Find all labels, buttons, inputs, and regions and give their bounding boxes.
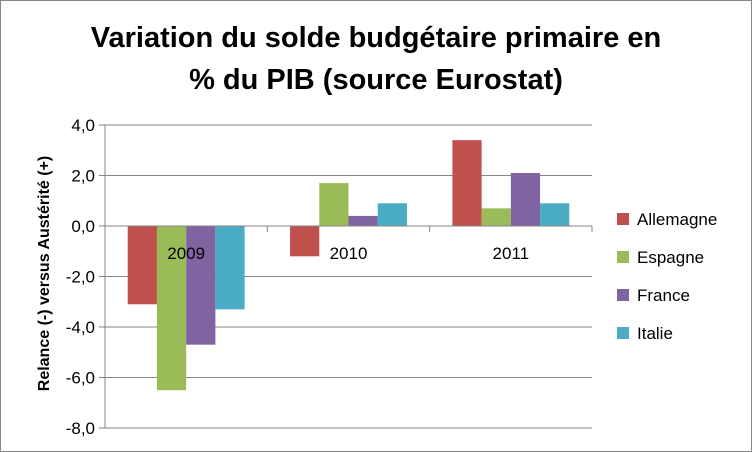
legend-label-france: France [637, 286, 690, 305]
legend-swatch-espagne [617, 251, 629, 263]
axes [99, 124, 593, 429]
x-category-label: 2011 [493, 244, 530, 263]
y-tick-label: -2,0 [66, 268, 95, 287]
legend-swatch-france [617, 289, 629, 301]
y-tick-label: 2,0 [71, 167, 95, 186]
bar-france-2009 [186, 226, 216, 345]
bar-france-2010 [348, 215, 378, 226]
bar-italie-2010 [377, 203, 407, 226]
legend: Allemagne Espagne France Italie [617, 210, 717, 343]
bar-france-2011 [510, 172, 541, 226]
y-tick-label: -8,0 [66, 419, 95, 438]
bar-allemagne-2011 [452, 140, 482, 226]
labels: 4,0 2,0 0,0 -2,0 -4,0 -6,0 -8,0 2009 2010 2011 Rel… [36, 116, 529, 438]
legend-label-allemagne: Allemagne [637, 210, 717, 229]
chart-title-line-2: % du PIB (source Eurostat) [189, 64, 563, 96]
y-tick-label: -4,0 [66, 318, 95, 337]
bar-espagne-2009 [156, 226, 187, 391]
chart-title-line-1: Variation du solde budgétaire primaire e… [90, 22, 662, 54]
legend-swatch-allemagne [617, 213, 629, 225]
legend-label-italie: Italie [637, 324, 673, 343]
y-tick-label: -6,0 [66, 369, 95, 388]
legend-label-espagne: Espagne [637, 248, 704, 267]
legend-swatch-italie [617, 327, 629, 339]
bar-italie-2009 [215, 226, 245, 310]
y-axis-title: Relance (-) versus Austérité (+) [36, 156, 53, 391]
x-category-label: 2010 [330, 244, 368, 263]
bar-allemagne-2009 [127, 226, 157, 305]
bar-allemagne-2010 [290, 226, 320, 257]
bar-italie-2011 [540, 203, 570, 226]
y-tick-label: 4,0 [71, 116, 95, 135]
bars [127, 140, 570, 391]
bar-espagne-2011 [481, 208, 511, 226]
y-tick-label: 0,0 [71, 217, 95, 236]
x-category-label: 2009 [167, 244, 205, 263]
bar-espagne-2010 [319, 183, 349, 226]
chart-title: Variation du solde budgétaire primaire e… [1, 17, 751, 101]
